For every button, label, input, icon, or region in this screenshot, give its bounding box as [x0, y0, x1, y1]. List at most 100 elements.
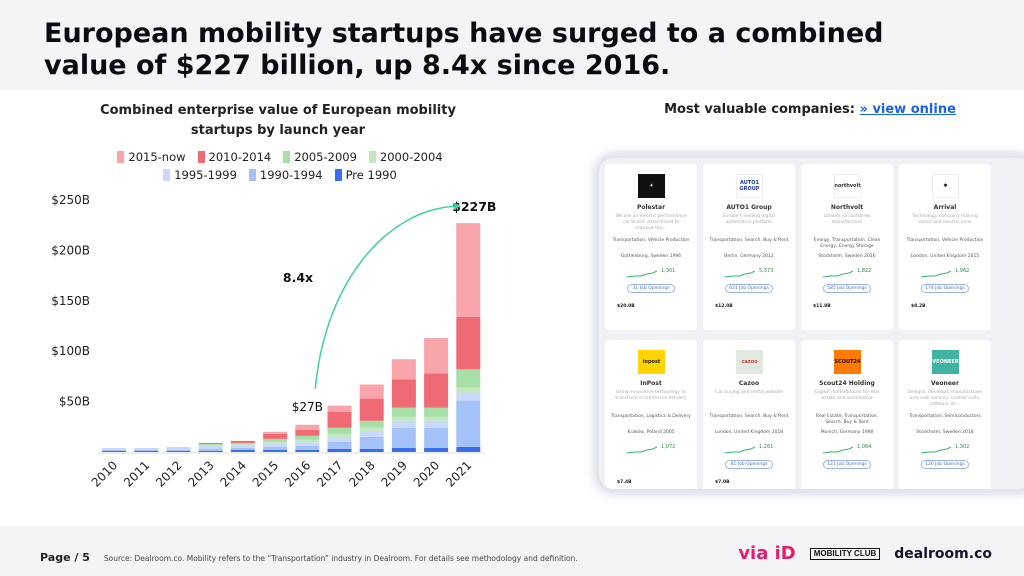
- bar-segment-2020-2000-2004: [424, 416, 449, 421]
- job-openings-button[interactable]: 126 Job Openings: [921, 460, 969, 469]
- stacked-bar-chart: $50B $100B $150B $200B $250B 2010 2011 2012 2013…: [51, 193, 496, 490]
- bar-segment-2015-2000-2004: [263, 441, 288, 444]
- valuation-value: $7.4B: [617, 480, 632, 485]
- bar-segment-2021-2015-now: [456, 223, 481, 317]
- headline: European mobility startups have surged t…: [44, 18, 884, 81]
- company-logo: VEONEER: [932, 350, 959, 374]
- company-valuation: $7.0B: [715, 480, 730, 485]
- bar-segment-2019-2000-2004: [391, 416, 416, 421]
- bar-segment-2020-2010-2014: [424, 373, 449, 408]
- company-card[interactable]: inpost InPost Using innovative technology …: [605, 340, 697, 489]
- company-card[interactable]: ✱ Arrival Technology company making smart …: [899, 164, 991, 330]
- bar-segment-2011-pre-1990: [134, 450, 159, 452]
- company-card[interactable]: AUTO1 GROUP AUTO1 Group Europe's leading d…: [703, 164, 795, 330]
- bar-segment-2018-2005-2009: [359, 420, 384, 428]
- bar-segment-2010-pre-1990: [102, 450, 127, 452]
- company-card[interactable]: SCOUT24 Scout24 Holding Digital marketplac…: [801, 340, 893, 489]
- company-location: Stockholm, Sweden 2018: [916, 430, 974, 435]
- legend-label: 2010-2014: [208, 150, 272, 164]
- right-panel-title-text: Most valuable companies:: [664, 102, 855, 117]
- bar-segment-2020-1990-1994: [424, 427, 449, 448]
- legend-item-pre-1990: Pre 1990: [334, 168, 397, 182]
- legend-swatch: [334, 169, 342, 181]
- legend-item-2010-2014: 2010-2014: [197, 150, 272, 164]
- bar-segment-2014-1995-1999: [230, 444, 255, 448]
- bar-segment-2012-1990-1994: [166, 449, 191, 451]
- y-tick-label: $250B: [51, 193, 90, 207]
- legend-label: 2015-now: [128, 150, 186, 164]
- bar-segment-2018-1990-1994: [359, 436, 384, 449]
- bar-segment-2021-1995-1999: [456, 392, 481, 401]
- legend-label: 1995-1999: [174, 168, 237, 182]
- bar-segment-2015-2010-2014: [263, 433, 288, 439]
- valuation-value: $11.8B: [813, 304, 831, 309]
- bar-segment-2017-2015-now: [327, 405, 352, 412]
- company-valuation: $7.4B: [617, 480, 632, 485]
- bar-segment-2016-2005-2009: [295, 435, 320, 440]
- bar-segment-2018-2015-now: [359, 384, 384, 399]
- job-openings-button[interactable]: 121 Job Openings: [823, 460, 871, 469]
- bar-segment-2020-1995-1999: [424, 420, 449, 428]
- company-logo: SCOUT24: [834, 350, 861, 374]
- company-name: Scout24 Holding: [819, 380, 875, 387]
- company-name: Cazoo: [738, 380, 760, 387]
- company-valuation: $11.8B: [813, 304, 831, 309]
- company-name: Polestar: [636, 204, 666, 211]
- x-tick-label: 2019: [379, 458, 410, 489]
- bar-segment-2011-1995-1999: [134, 447, 159, 450]
- growth-label: 8.4x: [283, 270, 313, 285]
- growth-arrow: [314, 205, 461, 389]
- view-online-link[interactable]: » view online: [859, 102, 956, 117]
- bar-segment-2019-2005-2009: [391, 407, 416, 417]
- legend-swatch: [368, 151, 376, 163]
- mobility-club-logo: MOBILITY CLUB: [809, 547, 881, 560]
- bar-segment-2013-pre-1990: [198, 450, 223, 452]
- x-tick-label: 2017: [314, 458, 345, 489]
- employee-count: 5,373: [759, 268, 774, 274]
- job-openings-button[interactable]: 31 Job Openings: [627, 284, 675, 293]
- company-valuation: $8.2B: [911, 304, 926, 309]
- bar-segment-2019-1990-1994: [391, 427, 416, 448]
- company-card[interactable]: northvolt Northvolt Lithium-ion batteries …: [801, 164, 893, 330]
- company-card[interactable]: ✦ Polestar We are an electric performance …: [605, 164, 697, 330]
- job-openings-button[interactable]: 174 Job Openings: [921, 284, 969, 293]
- job-openings-button[interactable]: 585 Job Openings: [823, 284, 871, 293]
- bar-segment-2019-2015-now: [391, 359, 416, 380]
- bar-segment-2012-1995-1999: [166, 446, 191, 450]
- company-industry: Transportation, Logistics & Delivery: [611, 414, 691, 419]
- job-openings-button[interactable]: 631 Job Openings: [725, 284, 773, 293]
- x-tick-label: 2015: [250, 458, 281, 489]
- bar-segment-2013-2000-2004: [198, 444, 223, 446]
- company-description: Using innovative technology to transform…: [615, 390, 687, 401]
- company-location: London, United Kingdom 2018: [714, 430, 784, 435]
- employee-sparkline: [921, 270, 951, 278]
- footer: Page / 5 Source: Dealroom.co. Mobility r…: [40, 551, 578, 564]
- employee-count: 1,822: [857, 268, 872, 274]
- valuation-value: $8.2B: [911, 304, 926, 309]
- legend-item-1990-1994: 1990-1994: [248, 168, 323, 182]
- bar-segment-2015-1990-1994: [263, 446, 288, 450]
- company-valuation: $12.0B: [715, 304, 733, 309]
- legend-label: 2000-2004: [379, 150, 443, 164]
- company-location: London, United Kingdom 2015: [910, 254, 980, 259]
- company-description: Technology company making smart and elec…: [912, 214, 978, 225]
- company-logo: northvolt: [834, 174, 861, 198]
- companies-screenshot: ✦ Polestar We are an electric performance …: [596, 155, 1024, 492]
- y-tick-label: $150B: [51, 294, 90, 308]
- employee-sparkline: [921, 446, 951, 454]
- x-tick-label: 2021: [443, 458, 474, 489]
- company-card[interactable]: VEONEER Veoneer Designs, develops, manufac…: [899, 340, 991, 489]
- bar-segment-2010-1990-1994: [102, 449, 127, 451]
- legend-swatch: [163, 169, 171, 181]
- company-location: Stockholm, Sweden 2016: [818, 254, 876, 259]
- bar-segment-2021-pre-1990: [456, 446, 481, 452]
- chart-title-line-2: startups by launch year: [190, 123, 366, 138]
- bar-segment-2021-2000-2004: [456, 387, 481, 393]
- company-name: AUTO1 Group: [726, 204, 772, 211]
- job-openings-button[interactable]: 81 Job Openings: [725, 460, 773, 469]
- company-location: Munich, Germany 1998: [820, 430, 874, 435]
- x-tick-label: 2010: [89, 458, 120, 489]
- bar-segment-2017-1990-1994: [327, 441, 352, 449]
- bar-segment-2013-1990-1994: [198, 448, 223, 451]
- company-card[interactable]: cazoo Cazoo Car buying and rental website T…: [703, 340, 795, 489]
